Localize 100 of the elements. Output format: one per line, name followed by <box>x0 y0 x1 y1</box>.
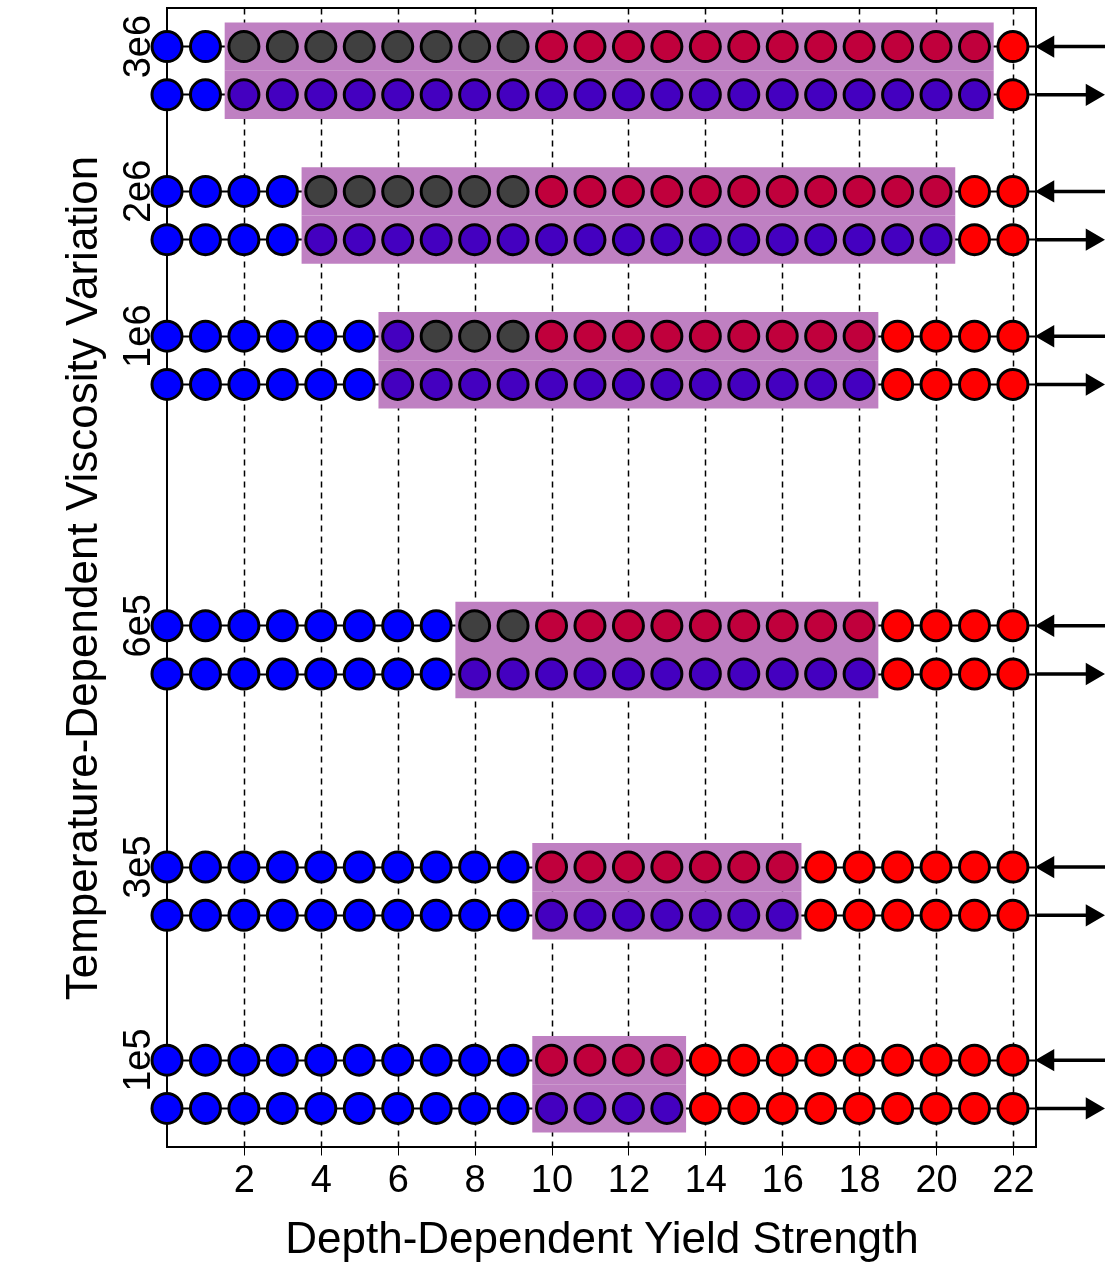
point <box>881 367 915 401</box>
point <box>342 319 376 353</box>
point <box>227 657 261 691</box>
point <box>996 78 1030 112</box>
x-tick-label: 8 <box>464 1157 486 1200</box>
point <box>188 319 222 353</box>
point <box>996 850 1030 884</box>
point <box>881 609 915 643</box>
point <box>304 367 338 401</box>
point <box>150 223 184 257</box>
point <box>881 1043 915 1077</box>
point <box>957 319 991 353</box>
point <box>881 850 915 884</box>
point <box>304 319 338 353</box>
point <box>227 223 261 257</box>
point <box>342 1091 376 1125</box>
point <box>227 319 261 353</box>
x-tick-label: 18 <box>838 1157 881 1200</box>
point <box>996 367 1030 401</box>
y-tick-label: 1e6 <box>115 304 158 368</box>
x-tick-label: 2 <box>233 1157 255 1200</box>
point <box>419 609 453 643</box>
point <box>957 898 991 932</box>
point <box>227 174 261 208</box>
point <box>188 850 222 884</box>
point <box>265 850 299 884</box>
point <box>265 1091 299 1125</box>
point <box>419 1043 453 1077</box>
point <box>957 367 991 401</box>
point <box>227 609 261 643</box>
point <box>919 319 953 353</box>
point <box>957 657 991 691</box>
point <box>342 657 376 691</box>
point <box>381 1043 415 1077</box>
point <box>919 657 953 691</box>
point <box>265 319 299 353</box>
point <box>265 657 299 691</box>
x-tick-label: 6 <box>387 1157 409 1200</box>
point <box>419 898 453 932</box>
point <box>265 223 299 257</box>
point <box>342 1043 376 1077</box>
point <box>881 898 915 932</box>
point <box>150 319 184 353</box>
point <box>919 1091 953 1125</box>
point <box>227 1091 261 1125</box>
point <box>150 657 184 691</box>
point <box>150 850 184 884</box>
point <box>342 850 376 884</box>
point <box>188 223 222 257</box>
point <box>304 657 338 691</box>
point <box>881 1091 915 1125</box>
point <box>919 850 953 884</box>
point <box>919 367 953 401</box>
point <box>188 367 222 401</box>
point <box>188 657 222 691</box>
point <box>996 223 1030 257</box>
x-tick-label: 12 <box>607 1157 651 1200</box>
point <box>342 367 376 401</box>
point <box>919 1043 953 1077</box>
point <box>150 609 184 643</box>
point <box>957 609 991 643</box>
point <box>150 1043 184 1077</box>
point <box>304 1091 338 1125</box>
point <box>419 850 453 884</box>
point <box>188 1043 222 1077</box>
point <box>265 609 299 643</box>
x-tick-label: 16 <box>761 1157 804 1200</box>
y-tick-label: 1e5 <box>115 1028 158 1092</box>
point <box>150 78 184 112</box>
point <box>304 898 338 932</box>
point <box>188 30 222 64</box>
point <box>996 174 1030 208</box>
point <box>381 609 415 643</box>
y-axis-title: Temperature-Dependent Viscosity Variation <box>56 155 106 1001</box>
point <box>342 898 376 932</box>
point <box>996 657 1030 691</box>
point <box>304 609 338 643</box>
x-tick-label: 10 <box>530 1157 574 1200</box>
x-tick-label: 22 <box>992 1157 1035 1200</box>
point <box>188 898 222 932</box>
point <box>419 657 453 691</box>
point <box>265 174 299 208</box>
x-tick-label: 4 <box>310 1157 332 1200</box>
point <box>265 1043 299 1077</box>
point <box>188 174 222 208</box>
point <box>150 30 184 64</box>
point <box>996 1091 1030 1125</box>
point <box>957 850 991 884</box>
point <box>996 898 1030 932</box>
point <box>381 850 415 884</box>
point <box>996 609 1030 643</box>
x-axis-title: Depth-Dependent Yield Strength <box>285 1212 919 1262</box>
point <box>996 30 1030 64</box>
point <box>996 319 1030 353</box>
point <box>227 850 261 884</box>
y-tick-label: 2e6 <box>115 159 158 224</box>
point <box>188 78 222 112</box>
x-tick-label: 20 <box>915 1157 958 1200</box>
point <box>265 898 299 932</box>
y-tick-label: 3e5 <box>115 835 158 899</box>
